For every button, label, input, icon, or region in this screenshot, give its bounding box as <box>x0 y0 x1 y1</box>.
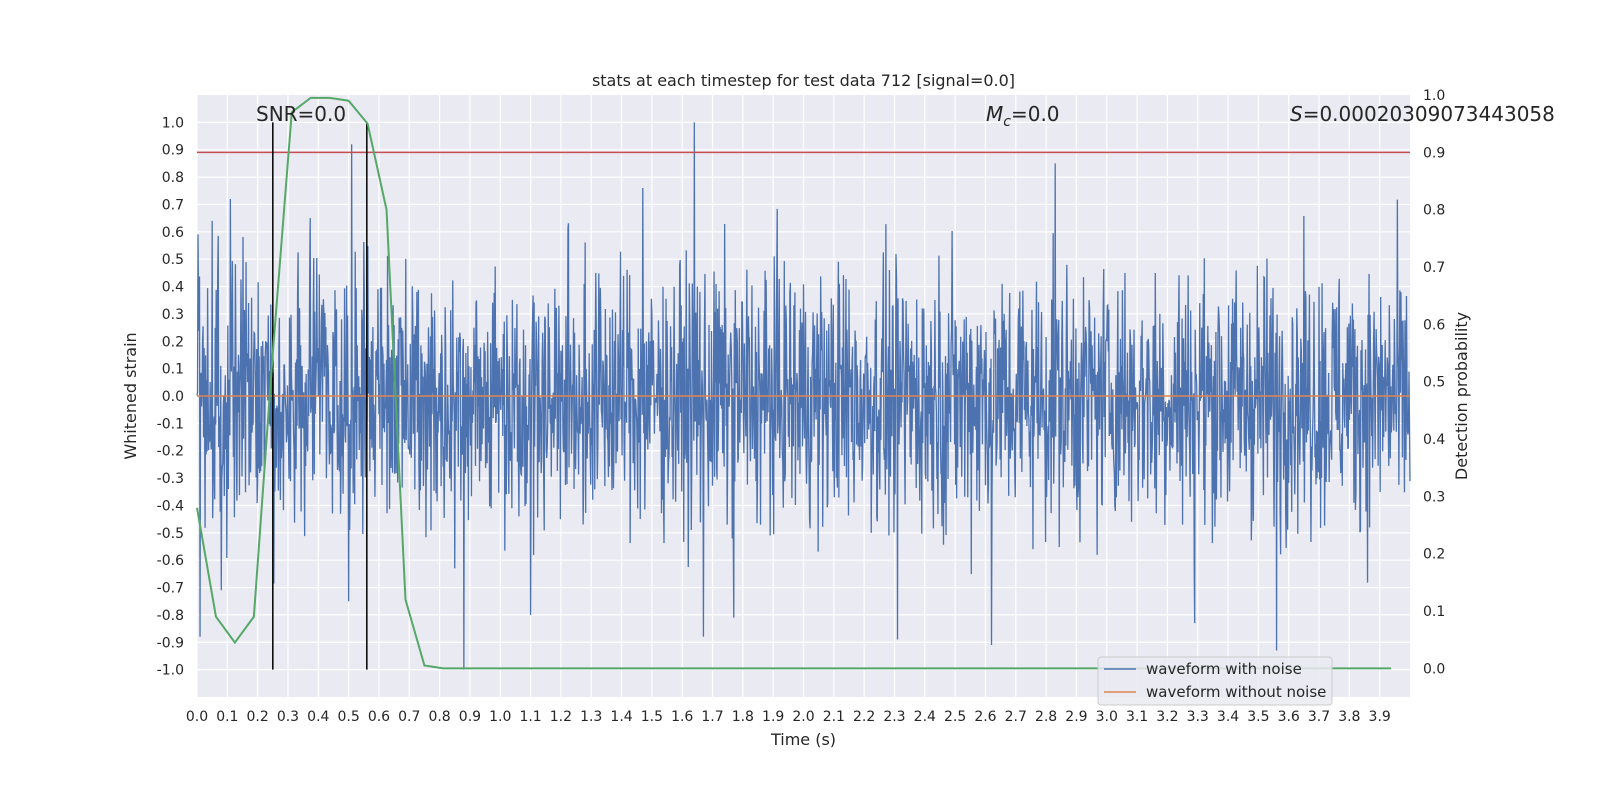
y2-tick-label: 0.2 <box>1423 547 1445 563</box>
x-tick-label: 0.3 <box>277 709 299 725</box>
x-tick-label: 3.0 <box>1096 709 1118 725</box>
legend-label-noise: waveform with noise <box>1146 660 1302 678</box>
x-tick-label: 2.9 <box>1065 709 1087 725</box>
y-tick-label: 0.2 <box>162 334 184 350</box>
x-tick-label: 1.7 <box>701 709 723 725</box>
y-tick-label: 0.1 <box>162 362 184 378</box>
y2-tick-label: 0.8 <box>1423 203 1445 219</box>
y-tick-label: -0.2 <box>157 444 184 460</box>
y-tick-label: -0.8 <box>157 608 184 624</box>
x-tick-label: 1.1 <box>519 709 541 725</box>
x-tick-label: 3.8 <box>1338 709 1360 725</box>
x-tick-label: 1.5 <box>641 709 663 725</box>
x-tick-label: 0.4 <box>307 709 329 725</box>
y-tick-label: 0.4 <box>162 280 184 296</box>
mc-symbol: M <box>986 102 1003 126</box>
x-tick-label: 3.1 <box>1126 709 1148 725</box>
legend-box <box>1097 656 1333 706</box>
y-tick-label: 0.5 <box>162 252 184 268</box>
x-tick-label: 2.3 <box>883 709 905 725</box>
mc-subscript: c <box>1003 114 1011 130</box>
x-tick-label: 0.2 <box>247 709 269 725</box>
x-tick-label: 0.9 <box>459 709 481 725</box>
y-tick-label: 1.0 <box>162 115 184 131</box>
y-tick-label: -1.0 <box>157 663 184 679</box>
noise-waveform-line <box>196 122 1411 670</box>
y-axis-label: Whitened strain <box>121 332 140 459</box>
x-tick-label: 2.7 <box>1005 709 1027 725</box>
x-tick-label: 3.9 <box>1369 709 1391 725</box>
x-tick-label: 0.0 <box>186 709 208 725</box>
x-tick-label: 3.5 <box>1247 709 1269 725</box>
s-symbol: S <box>1290 102 1303 126</box>
y-tick-label: -0.9 <box>157 635 184 651</box>
x-tick-label: 1.3 <box>580 709 602 725</box>
y-tick-label: -0.7 <box>157 581 184 597</box>
x-tick-label: 1.8 <box>732 709 754 725</box>
y2-tick-label: 0.3 <box>1423 489 1445 505</box>
legend: waveform with noise waveform without noi… <box>1097 656 1333 706</box>
x-tick-label: 3.3 <box>1187 709 1209 725</box>
y2-tick-label: 0.5 <box>1423 375 1445 391</box>
y-tick-label: 0.7 <box>162 197 184 213</box>
s-annotation: S=0.00020309073443058 <box>1290 102 1555 126</box>
legend-label-clean: waveform without noise <box>1146 683 1326 701</box>
x-axis-label: Time (s) <box>770 730 836 749</box>
y-tick-label: -0.5 <box>157 526 184 542</box>
y-tick-label: -0.1 <box>157 416 184 432</box>
snr-annotation: SNR=0.0 <box>256 102 346 126</box>
overlay-lines <box>196 96 1410 670</box>
y2-tick-label: 0.6 <box>1423 317 1445 333</box>
chirp-mass-annotation: Mc=0.0 <box>986 102 1060 130</box>
x-tick-label: 2.1 <box>823 709 845 725</box>
noise-series <box>196 122 1411 670</box>
y-tick-label: 0.3 <box>162 307 184 323</box>
y2-tick-label: 0.4 <box>1423 432 1445 448</box>
s-value: =0.00020309073443058 <box>1303 102 1555 126</box>
x-tick-label: 0.5 <box>337 709 359 725</box>
x-tick-label: 1.6 <box>671 709 693 725</box>
y2-tick-label: 0.0 <box>1423 661 1445 677</box>
y2-tick-label: 0.1 <box>1423 604 1445 620</box>
y-tick-label: 0.0 <box>162 389 184 405</box>
mc-value: =0.0 <box>1011 102 1060 126</box>
x-tick-label: 3.4 <box>1217 709 1239 725</box>
y-tick-label: 0.6 <box>162 225 184 241</box>
y2-tick-label: 1.0 <box>1423 88 1445 104</box>
y-tick-label: -0.6 <box>157 553 184 569</box>
x-tick-label: 2.6 <box>974 709 996 725</box>
x-tick-label: 2.5 <box>944 709 966 725</box>
chart-title: stats at each timestep for test data 712… <box>592 71 1015 90</box>
x-tick-label: 3.2 <box>1156 709 1178 725</box>
detection-probability-line <box>196 96 1392 670</box>
x-tick-label: 2.8 <box>1035 709 1057 725</box>
y2-tick-label: 0.7 <box>1423 260 1445 276</box>
x-tick-label: 0.7 <box>398 709 420 725</box>
y2-axis-label: Detection probability <box>1452 312 1471 480</box>
x-tick-label: 2.0 <box>792 709 814 725</box>
x-tick-label: 1.2 <box>550 709 572 725</box>
x-tick-label: 1.0 <box>489 709 511 725</box>
y-tick-label: -0.3 <box>157 471 184 487</box>
y2-tick-label: 0.9 <box>1423 145 1445 161</box>
y-tick-label: 0.8 <box>162 170 184 186</box>
y-tick-label: -0.4 <box>157 498 184 514</box>
y-tick-label: 0.9 <box>162 143 184 159</box>
x-tick-label: 0.8 <box>428 709 450 725</box>
x-tick-label: 3.6 <box>1278 709 1300 725</box>
x-tick-label: 2.4 <box>914 709 936 725</box>
tick-labels: 0.0 0.1 0.2 0.3 0.4 0.5 0.6 0.7 0.8 0.9 1.0 1.1 1.2 1… <box>157 88 1446 725</box>
x-tick-label: 1.9 <box>762 709 784 725</box>
x-tick-label: 3.7 <box>1308 709 1330 725</box>
x-tick-label: 0.1 <box>216 709 238 725</box>
x-tick-label: 0.6 <box>368 709 390 725</box>
x-tick-label: 2.2 <box>853 709 875 725</box>
x-tick-label: 1.4 <box>610 709 632 725</box>
